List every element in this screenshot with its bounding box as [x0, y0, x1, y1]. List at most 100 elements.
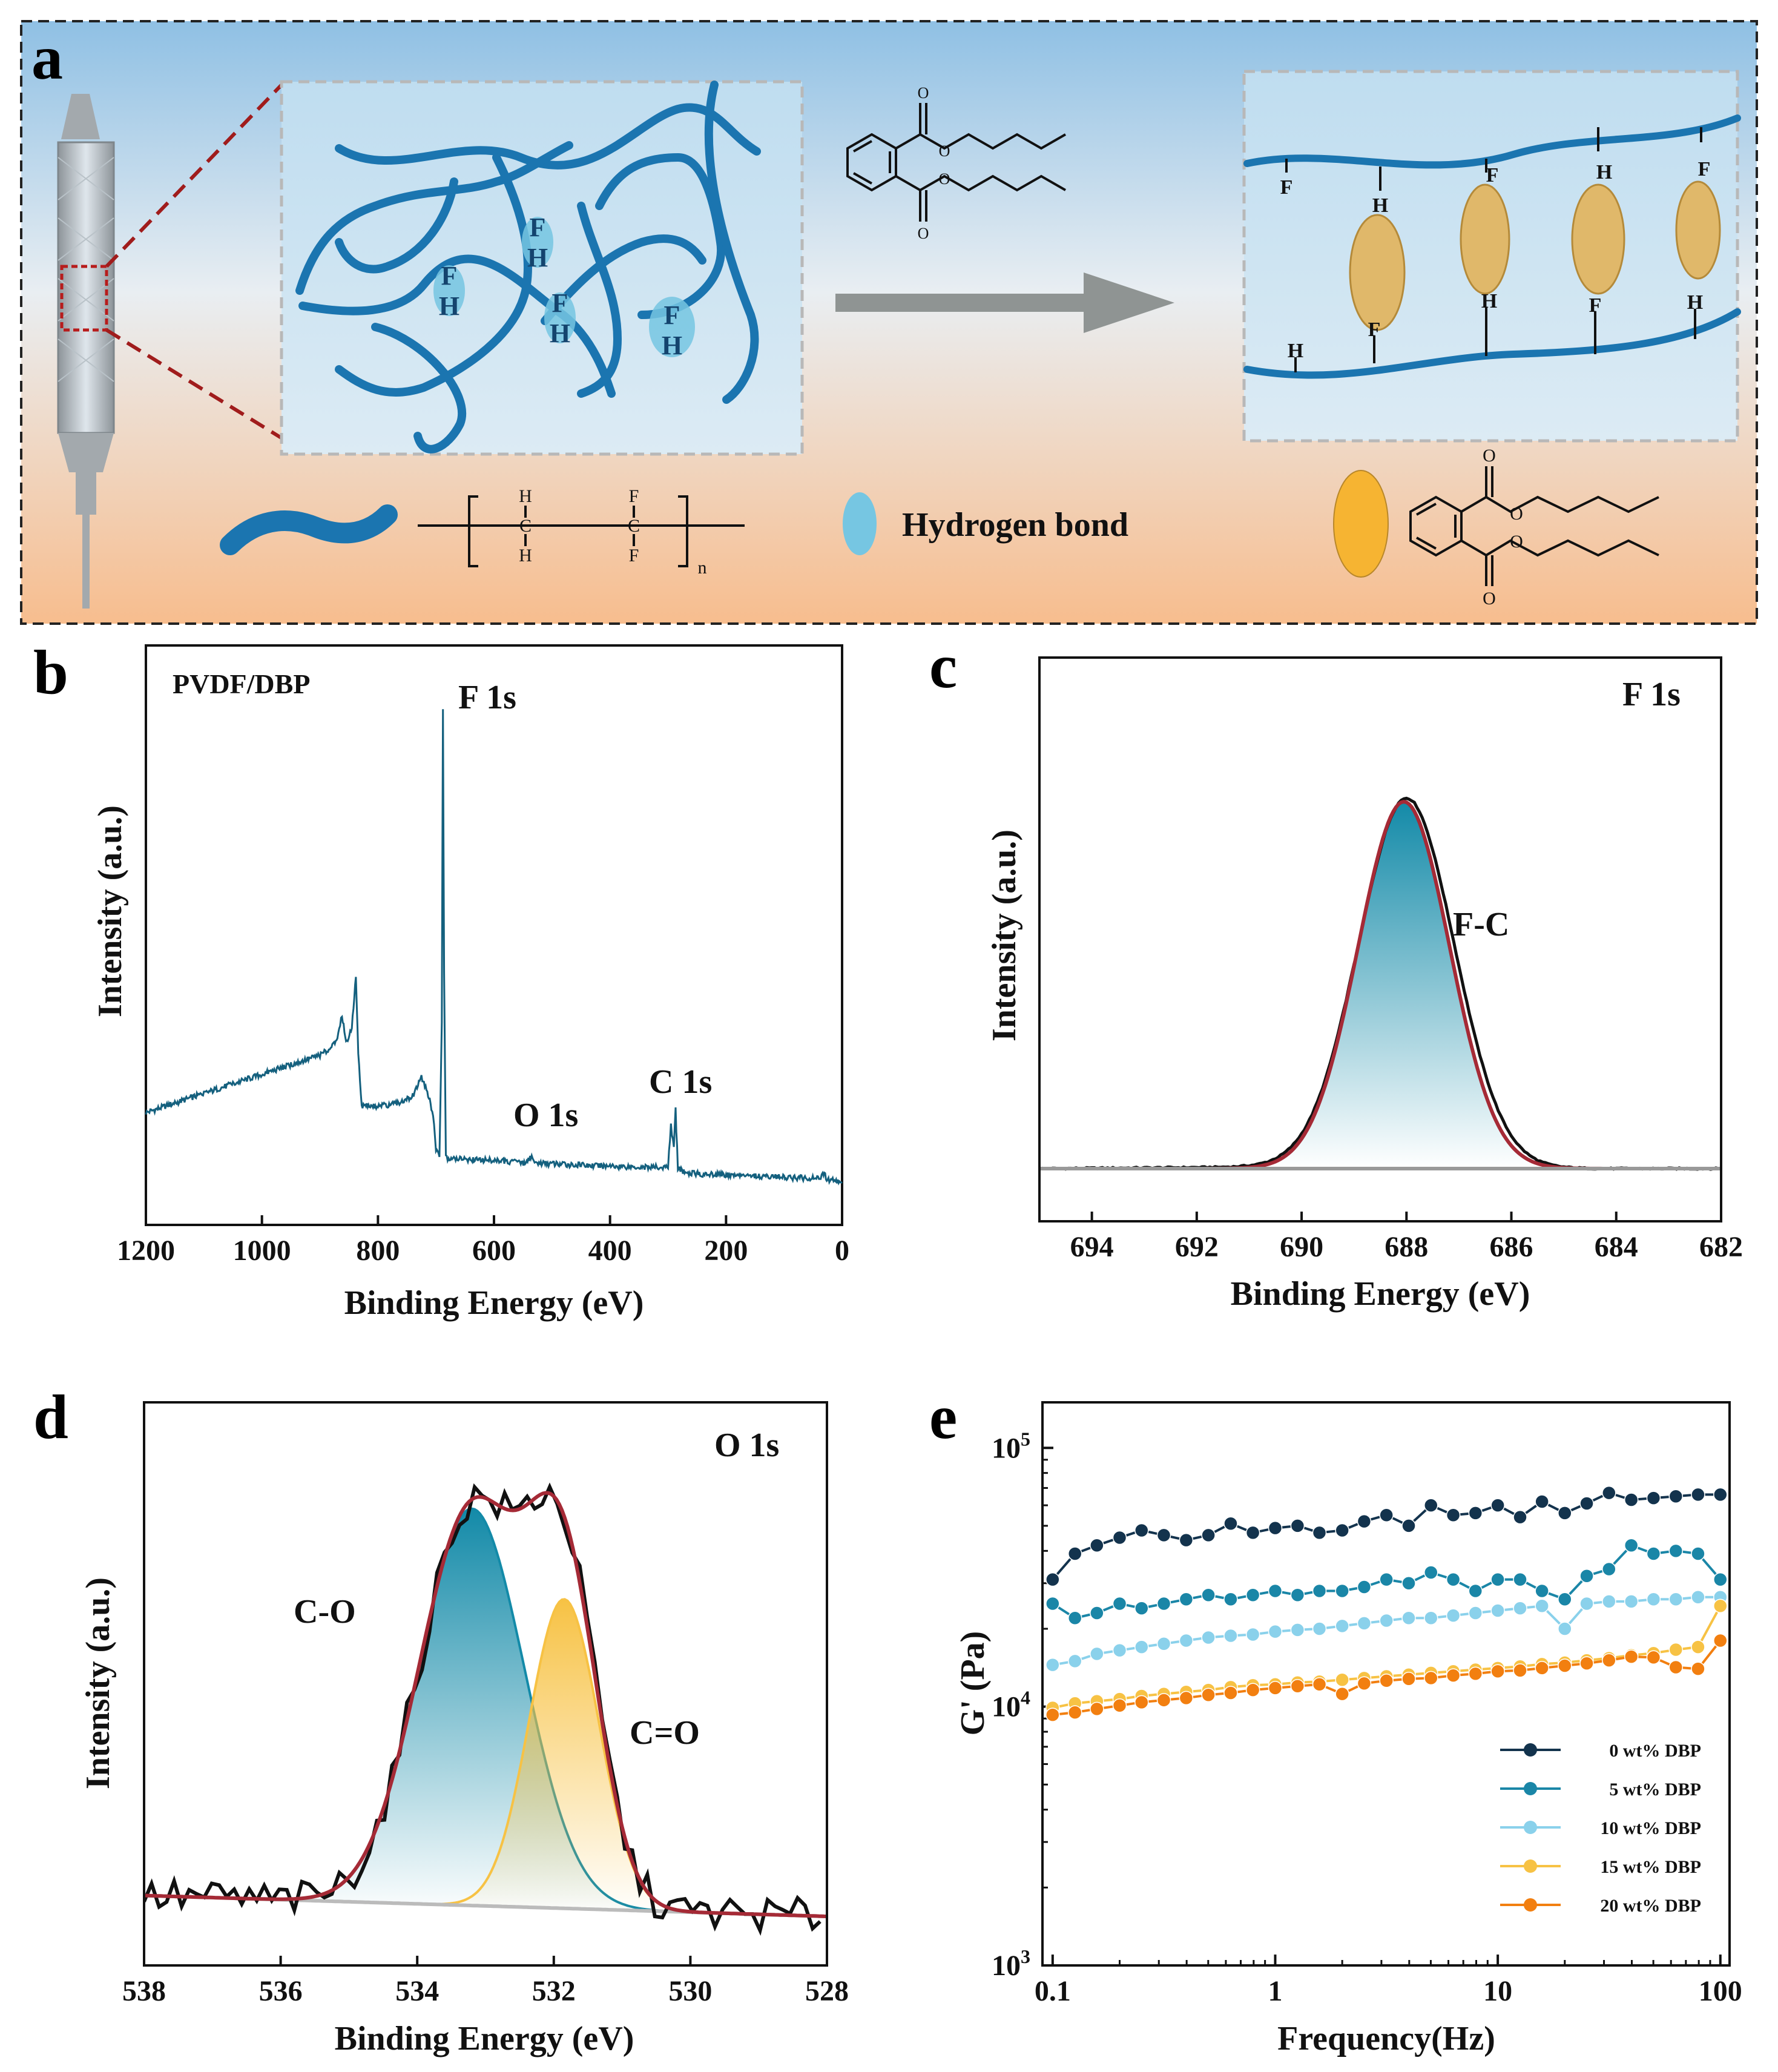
panel-e-rheology: e 0.1 1 10 100 103 104 105 0 wt% DBP 5 wt% DBP 1… — [929, 1382, 1742, 2057]
svg-text:H: H — [519, 546, 532, 566]
series-point-2 — [1179, 1633, 1194, 1648]
plot-frame-e — [1041, 1401, 1731, 1967]
series-point-1 — [1602, 1562, 1616, 1577]
peak-label-c-double-o: C=O — [630, 1714, 700, 1752]
series-point-4 — [1067, 1705, 1082, 1720]
svg-text:H: H — [527, 243, 548, 272]
series-point-1 — [1223, 1592, 1238, 1607]
series-point-4 — [1624, 1649, 1639, 1664]
series-point-4 — [1134, 1695, 1149, 1710]
series-point-1 — [1357, 1580, 1372, 1594]
svg-text:O: O — [1483, 589, 1496, 609]
y-axis-title-d: Intensity (a.u.) — [79, 1577, 117, 1789]
peak-label-c1s: C 1s — [649, 1063, 712, 1101]
series-point-0 — [1379, 1508, 1394, 1522]
svg-text:O: O — [939, 142, 950, 160]
legend-label-3: 15 wt% DBP — [1600, 1857, 1701, 1877]
d-x-tick-label: 538 — [122, 1975, 166, 2007]
series-point-4 — [1446, 1668, 1461, 1683]
series-point-1 — [1201, 1588, 1216, 1603]
d-x-tick-label: 534 — [395, 1975, 439, 2007]
series-point-1 — [1401, 1575, 1416, 1591]
series-point-2 — [1379, 1613, 1394, 1628]
series-point-2 — [1624, 1594, 1639, 1609]
svg-text:O: O — [939, 170, 950, 188]
legend-marker-3 — [1524, 1859, 1537, 1873]
series-point-2 — [1335, 1618, 1349, 1634]
series-point-1 — [1579, 1568, 1594, 1583]
series-point-4 — [1156, 1693, 1171, 1707]
series-point-4 — [1045, 1707, 1060, 1722]
chart-title-c: F 1s — [1622, 676, 1681, 713]
series-point-0 — [1602, 1485, 1616, 1500]
series-point-0 — [1513, 1509, 1527, 1525]
series-point-0 — [1490, 1498, 1505, 1513]
svg-text:H: H — [439, 291, 459, 321]
svg-text:F: F — [441, 261, 458, 291]
device-needle — [82, 515, 90, 609]
polymer-chain-legend-icon — [220, 504, 398, 555]
series-point-1 — [1535, 1583, 1549, 1599]
legend-marker-1 — [1524, 1782, 1537, 1795]
hydrogen-bond-label: Hydrogen bond — [902, 506, 1128, 544]
series-point-1 — [1335, 1583, 1349, 1599]
series-point-0 — [1201, 1528, 1216, 1543]
panel-label-a: a — [31, 23, 63, 93]
x-axis-title-d: Binding Energy (eV) — [335, 2020, 634, 2057]
e-y-tick-label: 105 — [992, 1428, 1030, 1464]
svg-text:C: C — [519, 516, 532, 536]
series-point-4 — [1179, 1691, 1194, 1706]
series-point-0 — [1713, 1487, 1728, 1502]
c-x-tick-label: 684 — [1595, 1231, 1638, 1263]
f-c-component-fill — [1039, 802, 1721, 1169]
process-arrow — [835, 272, 1174, 333]
pvdf-dbp-box: F H F H F H F H F H — [1242, 70, 1741, 443]
series-point-2 — [1268, 1624, 1283, 1639]
series-point-0 — [1335, 1523, 1349, 1538]
e-x-tick-label: 1 — [1268, 1975, 1282, 2007]
c-x-tick-label: 694 — [1070, 1231, 1114, 1263]
series-point-2 — [1045, 1657, 1060, 1672]
series-point-2 — [1112, 1643, 1127, 1658]
series-point-1 — [1558, 1592, 1572, 1607]
series-point-0 — [1067, 1546, 1082, 1561]
series-point-4 — [1602, 1653, 1616, 1668]
svg-text:F: F — [629, 546, 639, 566]
series-point-0 — [1424, 1498, 1438, 1513]
series-point-0 — [1045, 1572, 1060, 1587]
hydrogen-bond-legend-icon — [843, 492, 877, 555]
e-x-tick-label: 0.1 — [1035, 1975, 1071, 2007]
svg-text:F: F — [552, 288, 568, 318]
series-point-1 — [1624, 1538, 1639, 1553]
series-point-4 — [1490, 1664, 1505, 1678]
series-point-0 — [1668, 1489, 1684, 1503]
series-point-0 — [1579, 1496, 1594, 1511]
peak-label-f-c: F-C — [1453, 906, 1509, 943]
svg-text:H: H — [1481, 290, 1497, 312]
svg-text:O: O — [1510, 532, 1523, 552]
series-point-1 — [1245, 1588, 1260, 1603]
legend-label-2: 10 wt% DBP — [1600, 1818, 1701, 1838]
c-x-tick-label: 692 — [1175, 1231, 1219, 1263]
svg-text:F: F — [629, 486, 639, 506]
series-point-0 — [1112, 1530, 1127, 1545]
upper-chain — [1243, 114, 1741, 169]
series-point-2 — [1646, 1592, 1661, 1607]
svg-text:F: F — [1589, 294, 1602, 317]
dbp-molecule-top: O O O O — [846, 84, 1066, 242]
series-point-0 — [1290, 1519, 1305, 1533]
series-point-4 — [1401, 1672, 1416, 1686]
series-point-2 — [1134, 1640, 1149, 1654]
series-point-0 — [1245, 1525, 1260, 1540]
series-line-2 — [1052, 1595, 1720, 1666]
c-x-tick-label: 682 — [1699, 1231, 1743, 1263]
svg-text:O: O — [1510, 504, 1523, 524]
svg-text:H: H — [1288, 340, 1303, 362]
panel-d-o1s-spectrum: d 538 536 534 532 530 528 O 1s C-O C=O Bindin… — [33, 1382, 849, 2057]
series-point-1 — [1268, 1583, 1283, 1599]
c-x-tick-label: 686 — [1490, 1231, 1533, 1263]
series-point-1 — [1513, 1572, 1527, 1587]
series-point-1 — [1156, 1596, 1171, 1611]
e-x-tick-label: 100 — [1699, 1975, 1742, 2007]
